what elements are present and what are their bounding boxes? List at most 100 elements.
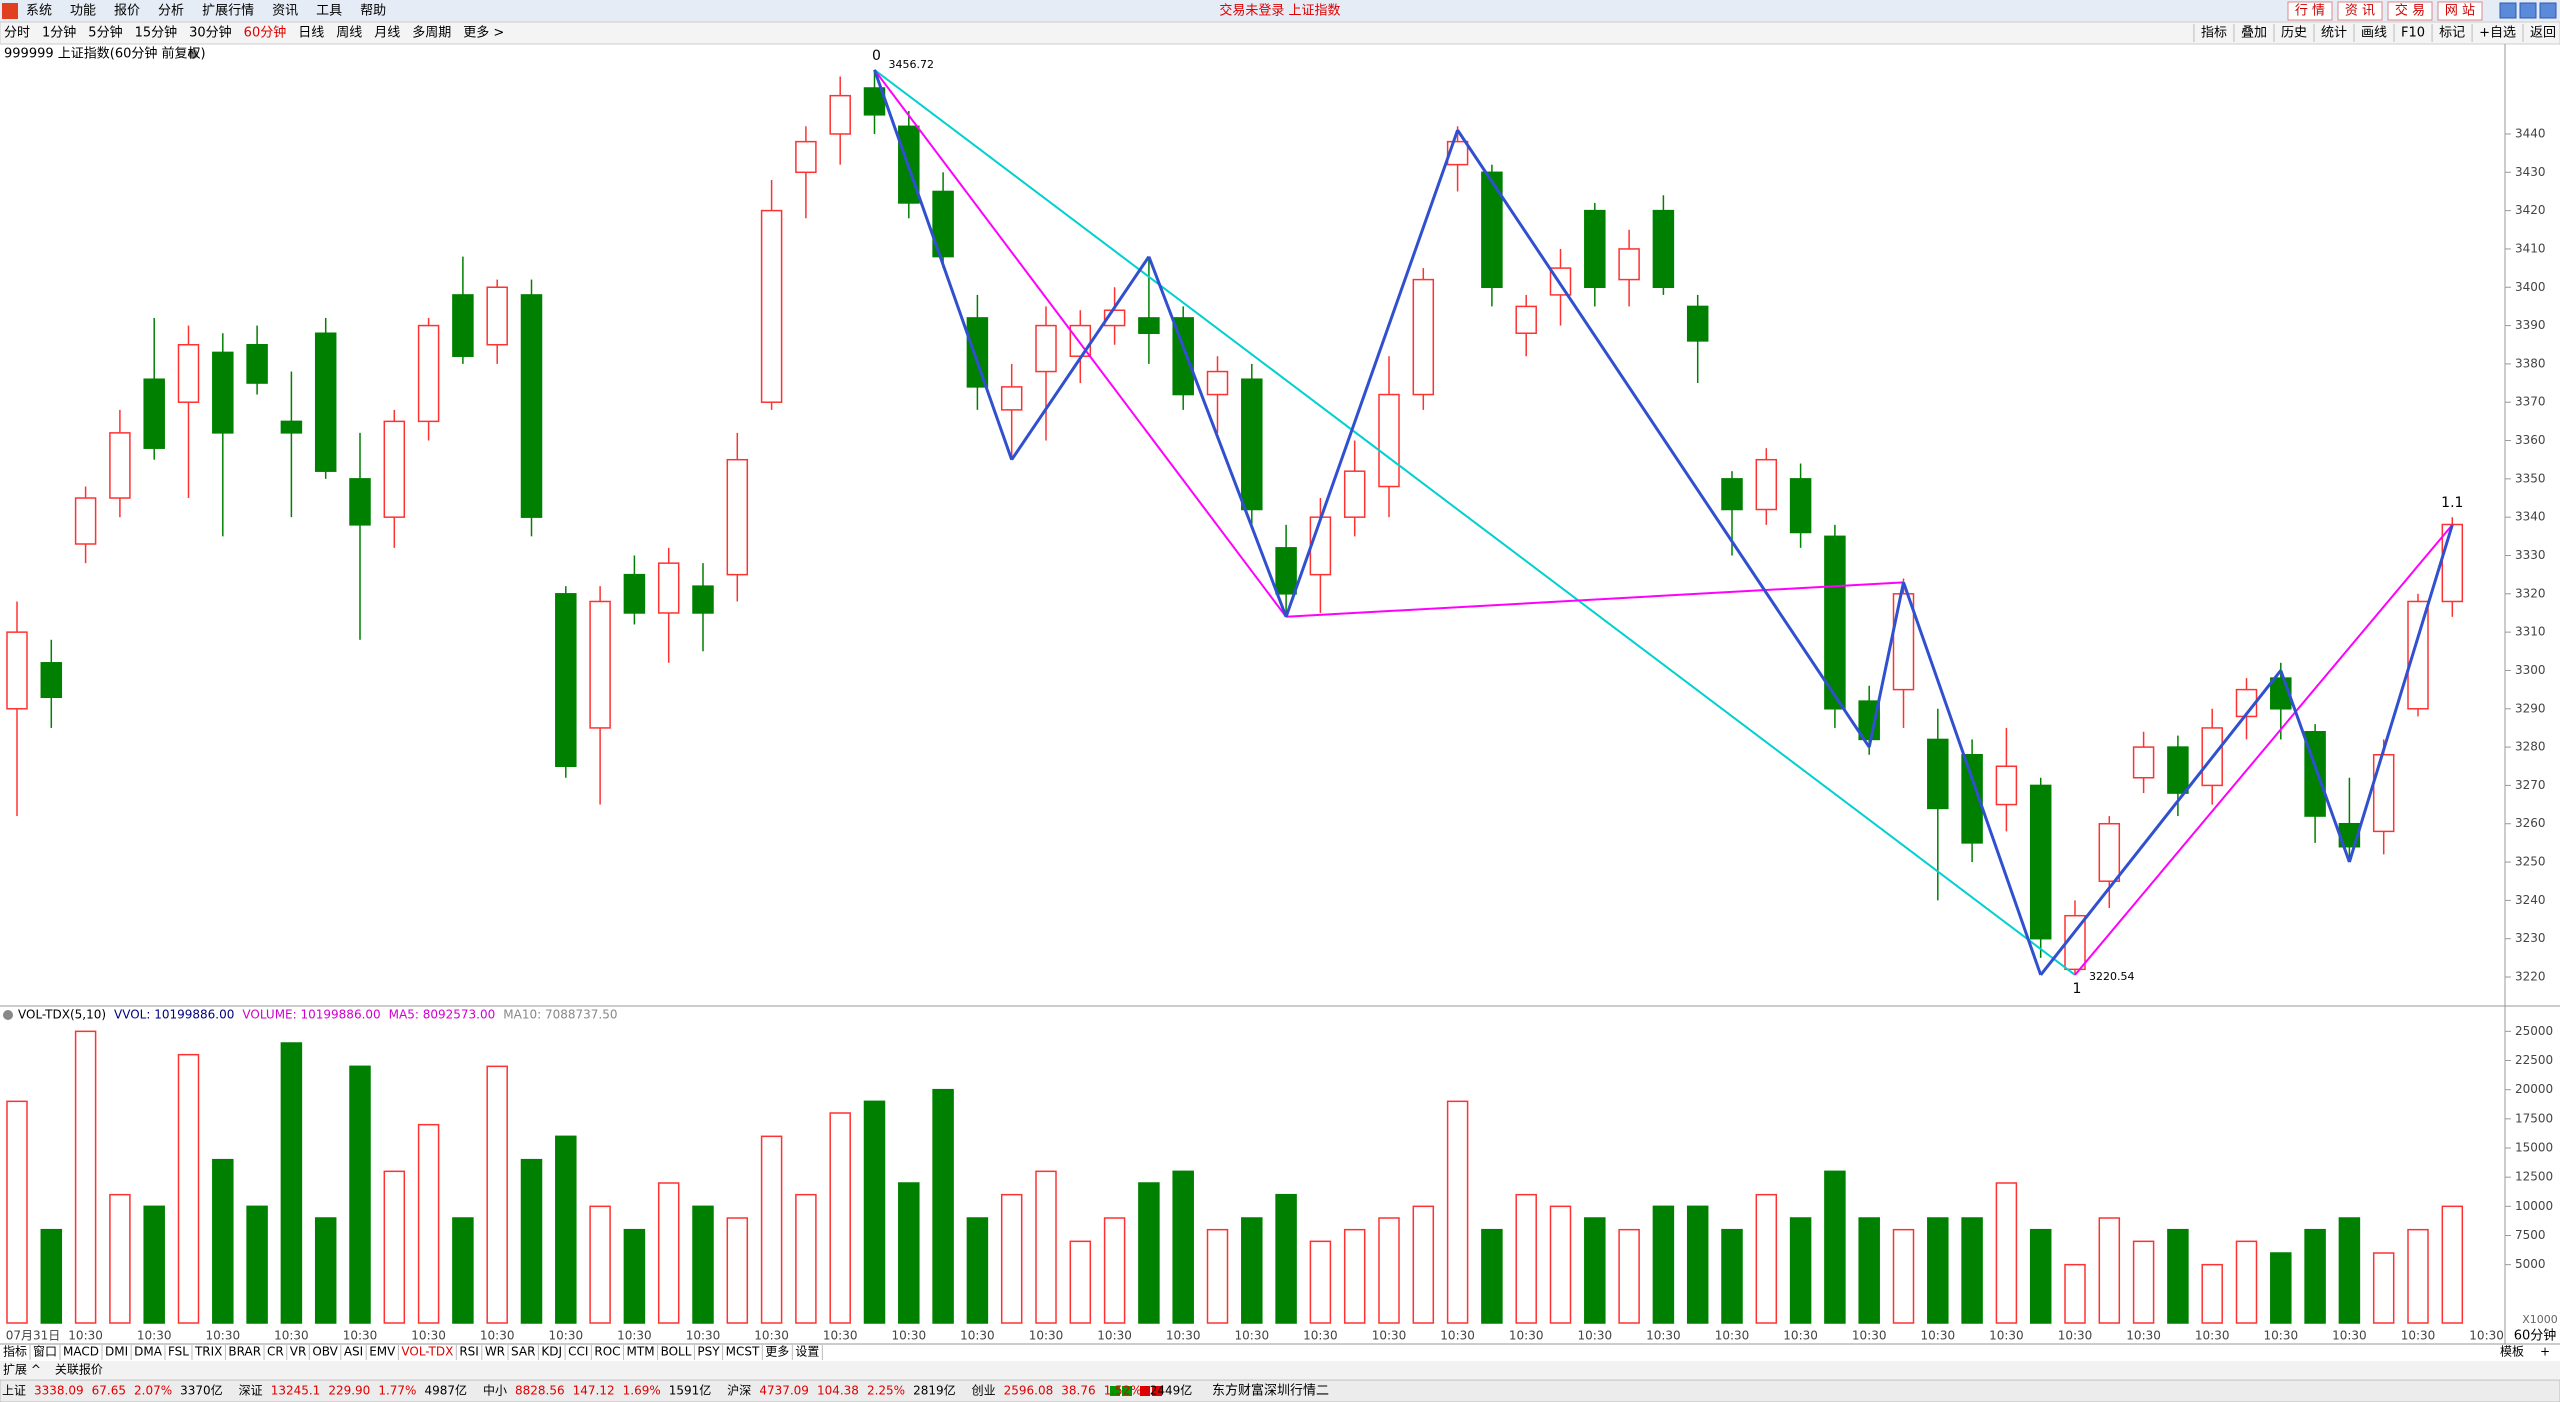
menu-item[interactable]: 功能 [70, 4, 96, 19]
indicator-tab[interactable]: RSI [459, 1345, 479, 1359]
period-tab[interactable]: 15分钟 [135, 25, 178, 41]
candle-body [1515, 305, 1537, 334]
menu-item[interactable]: 资讯 [272, 4, 298, 19]
candle-body [657, 562, 680, 614]
indicator-tab[interactable]: DMA [134, 1345, 163, 1359]
x-tick-label: 10:30 [1235, 1329, 1270, 1343]
candle-body [1343, 470, 1366, 518]
top-button[interactable]: 行 情 [2295, 4, 2325, 19]
volume-bar [74, 1030, 97, 1324]
indicator-tab[interactable]: 指标 [3, 1344, 27, 1359]
menu-item[interactable]: 帮助 [360, 4, 386, 19]
indicator-tab[interactable]: MCST [726, 1345, 760, 1359]
title-icon [188, 49, 198, 59]
tool-button[interactable]: 统计 [2321, 26, 2347, 41]
menu-item[interactable]: 系统 [26, 4, 52, 19]
period-tab[interactable]: 1分钟 [42, 25, 76, 41]
wave-line [2074, 524, 2454, 976]
window-control[interactable] [2519, 2, 2537, 19]
candle-body [246, 343, 268, 384]
candle-body [109, 432, 131, 499]
indicator-tab[interactable]: MTM [627, 1345, 655, 1359]
indicator-tab[interactable]: CCI [568, 1345, 588, 1359]
indicator-tab[interactable]: WR [485, 1345, 505, 1359]
menu-item[interactable]: 工具 [316, 4, 342, 19]
indicator-tab[interactable]: 窗口 [33, 1345, 57, 1359]
period-tab[interactable]: 更多 > [463, 25, 504, 41]
top-button[interactable]: 交 易 [2395, 3, 2425, 19]
period-tab[interactable]: 5分钟 [88, 25, 122, 41]
indicator-tab[interactable]: SAR [511, 1345, 535, 1359]
period-tab[interactable]: 周线 [336, 26, 362, 41]
candle-body [383, 420, 406, 518]
candle-body [143, 378, 165, 449]
menu-item[interactable]: 扩展行情 [202, 4, 254, 19]
indicator-tab[interactable]: TRIX [194, 1345, 222, 1359]
wave-line [1284, 129, 1460, 618]
volume-bar [589, 1205, 611, 1324]
x-tick-label: 10:30 [2332, 1329, 2367, 1343]
indicator-tab[interactable]: BRAR [228, 1345, 261, 1359]
wave-line [1010, 255, 1151, 461]
indicator-tab[interactable]: EMV [369, 1345, 396, 1359]
volume-bar [863, 1100, 886, 1324]
window-control[interactable] [2539, 2, 2557, 19]
volume-bar [486, 1065, 508, 1324]
period-tab[interactable]: 日线 [298, 26, 324, 41]
y-tick-label: 3270 [2515, 778, 2546, 792]
tool-button[interactable]: 历史 [2281, 26, 2307, 41]
volume-bar [143, 1205, 165, 1324]
indicator-tab[interactable]: VR [290, 1345, 307, 1359]
volume-bar [1858, 1217, 1880, 1324]
indicator-tab[interactable]: VOL-TDX [401, 1345, 453, 1359]
x-tick-label: 10:30 [1715, 1329, 1750, 1343]
volume-bar [898, 1182, 920, 1324]
volume-bar [2029, 1228, 2052, 1324]
volume-bar [1241, 1217, 1263, 1324]
indicator-tab[interactable]: OBV [312, 1345, 338, 1359]
x-tick-label: 10:30 [411, 1329, 446, 1343]
indicator-tab[interactable]: DMI [105, 1345, 128, 1359]
volume-bar [1789, 1217, 1812, 1324]
status-name: 创业 [972, 1384, 996, 1398]
indicator-tab[interactable]: BOLL [661, 1345, 692, 1359]
indicator-tab[interactable]: 设置 [795, 1345, 819, 1359]
top-button[interactable]: 网 站 [2445, 4, 2475, 19]
template-button[interactable]: + [2540, 1345, 2550, 1359]
period-tab[interactable]: 30分钟 [189, 25, 232, 41]
period-tab[interactable]: 分时 [4, 26, 30, 41]
candle-body [74, 497, 97, 545]
tool-button[interactable]: 标记 [2439, 26, 2465, 41]
tool-button[interactable]: 画线 [2361, 26, 2387, 41]
tool-button[interactable]: +自选 [2479, 26, 2516, 41]
menu-item[interactable]: 分析 [158, 4, 184, 19]
candle-body [280, 420, 303, 434]
period-tab[interactable]: 60分钟 [244, 25, 287, 41]
tool-button[interactable]: F10 [2401, 26, 2425, 41]
pivot-label: 1.1 [2441, 495, 2463, 511]
extra-tab[interactable]: 扩展 ^ [3, 1363, 41, 1377]
extra-tab[interactable]: 关联报价 [55, 1362, 103, 1377]
tool-button[interactable]: 返回 [2530, 26, 2556, 41]
x-tick-label: 10:30 [343, 1329, 378, 1343]
period-label: 60分钟 [2514, 1328, 2557, 1344]
tool-button[interactable]: 指标 [2201, 26, 2227, 41]
indicator-tab[interactable]: PSY [697, 1345, 720, 1359]
indicator-tab[interactable]: FSL [168, 1345, 189, 1359]
top-button[interactable]: 资 讯 [2345, 4, 2375, 19]
tool-button[interactable]: 叠加 [2241, 26, 2267, 41]
indicator-tab[interactable]: CR [267, 1345, 284, 1359]
indicator-tab[interactable]: ROC [594, 1345, 620, 1359]
indicator-tab[interactable]: KDJ [541, 1345, 562, 1359]
period-tab[interactable]: 月线 [374, 26, 400, 41]
indicator-tab[interactable]: ASI [344, 1345, 363, 1359]
indicator-tab[interactable]: MACD [63, 1345, 99, 1359]
volume-bar [1515, 1193, 1537, 1324]
indicator-tab[interactable]: 更多 [765, 1345, 789, 1359]
template-button[interactable]: 模板 [2500, 1345, 2524, 1359]
menu-item[interactable]: 报价 [114, 4, 140, 19]
period-tab[interactable]: 多周期 [412, 25, 451, 41]
y-tick-label: 3320 [2515, 586, 2546, 600]
volume-bar [657, 1182, 680, 1324]
window-control[interactable] [2499, 2, 2517, 19]
